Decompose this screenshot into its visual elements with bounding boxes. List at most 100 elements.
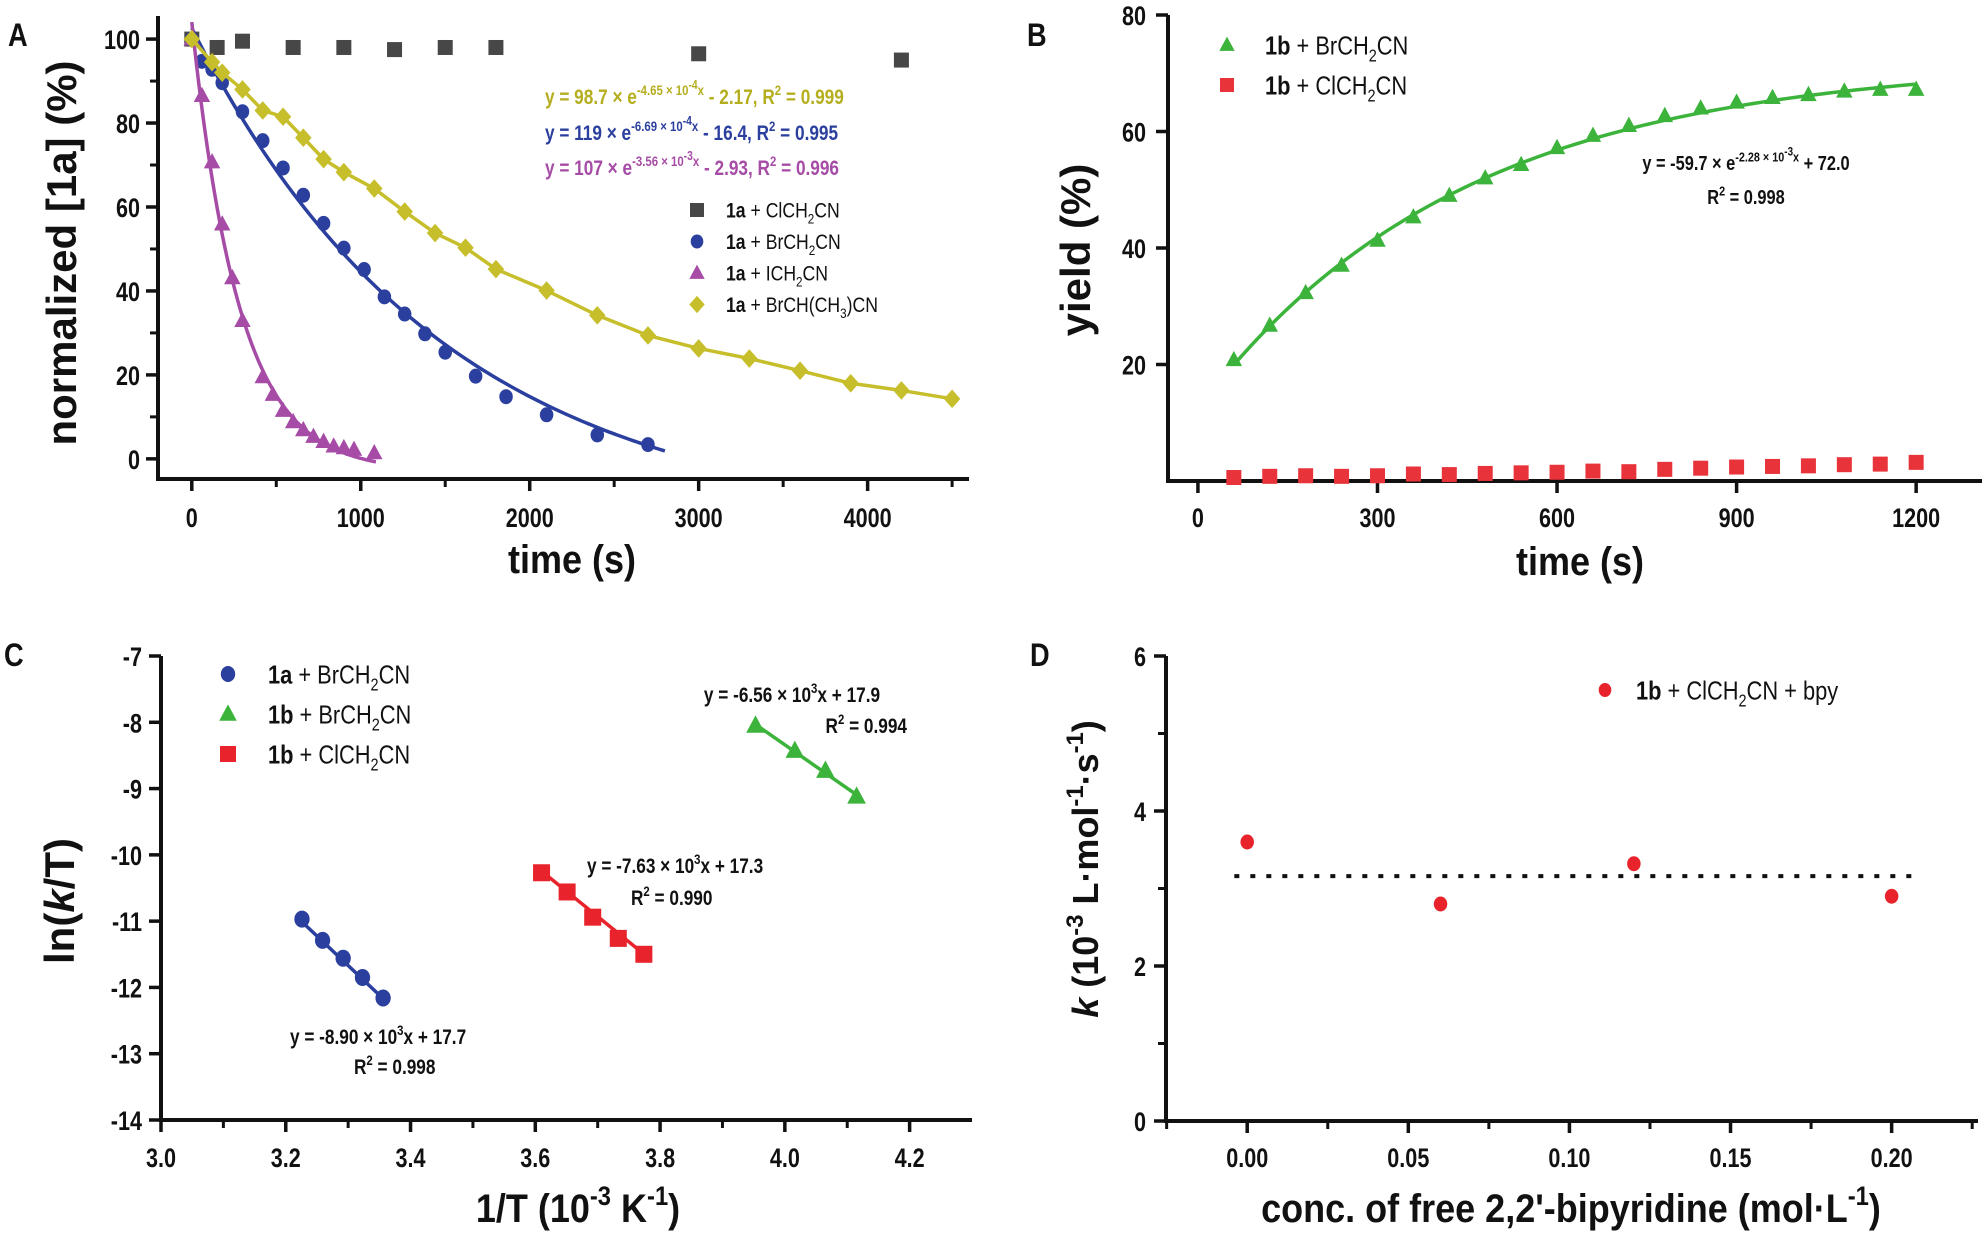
series-2 <box>746 715 866 804</box>
data-point <box>418 326 432 342</box>
x-tick-label: 600 <box>1539 504 1575 534</box>
text-segment: 4.2 <box>895 1144 925 1174</box>
data-point <box>785 740 805 758</box>
text-segment: CN + bpy <box>1747 677 1839 706</box>
text-segment: R <box>354 1057 367 1080</box>
data-point <box>641 437 655 453</box>
text-segment: 6 <box>1134 643 1146 673</box>
data-point <box>296 187 311 203</box>
fit-equation: y = -7.63 × 103x + 17.3 <box>587 851 763 878</box>
x-axis-title: time (s) <box>1516 540 1644 584</box>
series-2 <box>1226 454 1924 486</box>
fit-equation: y = -6.56 × 103x + 17.9 <box>704 680 880 707</box>
legend-marker-triangle-icon <box>689 264 705 279</box>
legend-label: 1b + ClCH2CN <box>268 741 410 775</box>
legend-entry: 1b + ClCH2CN <box>220 741 410 775</box>
data-point <box>1584 126 1602 142</box>
x-tick-label-text: 0.15 <box>1710 1144 1752 1174</box>
y-tick-label: 80 <box>116 110 140 140</box>
y-tick-label-text: 80 <box>116 110 140 140</box>
legend-marker-square-icon <box>690 203 704 217</box>
data-point <box>538 281 555 300</box>
y-tick-label-text: -13 <box>111 1041 142 1071</box>
text-segment: 0.05 <box>1387 1144 1429 1174</box>
text-segment: 40 <box>116 278 140 308</box>
text-segment: 0 <box>186 504 198 534</box>
text-segment: 4000 <box>844 504 892 534</box>
text-segment: CN <box>803 262 828 286</box>
text-segment: A <box>8 18 28 54</box>
panel-label-text: A <box>8 18 28 54</box>
fit-equation-text: y = 119 × e-6.69 × 10-4x - 16.4, R2 = 0.… <box>545 115 838 145</box>
data-point <box>1657 461 1673 477</box>
text-segment: 0.20 <box>1871 1144 1913 1174</box>
data-point <box>1226 470 1242 486</box>
text-segment: CN <box>380 701 412 730</box>
text-segment: + 72.0 <box>1799 151 1850 174</box>
text-segment: 0.10 <box>1548 1144 1590 1174</box>
text-segment: 2 <box>838 711 844 727</box>
data-point <box>1585 463 1601 479</box>
data-point <box>195 53 209 69</box>
x-tick-label: 900 <box>1719 504 1755 534</box>
legend-label-text: 1a + ICH2CN <box>726 262 828 290</box>
data-point <box>193 86 211 103</box>
text-segment: R <box>1707 185 1719 208</box>
x-tick-label: 4.0 <box>770 1144 800 1174</box>
data-point <box>1262 468 1278 484</box>
data-point <box>943 389 961 409</box>
data-point <box>1240 834 1254 850</box>
data-point <box>276 160 290 176</box>
data-point <box>438 344 452 360</box>
data-point <box>893 52 909 68</box>
text-segment: -11 <box>112 908 142 938</box>
text-segment: + ClCH <box>293 741 370 770</box>
y-tick-label: 2 <box>1134 953 1146 983</box>
text-segment: 3.0 <box>146 1144 176 1174</box>
y-tick-label-text: -14 <box>111 1107 143 1137</box>
y-tick-label-text: 2 <box>1134 953 1146 983</box>
data-point <box>1549 464 1565 480</box>
fit-equation-text: R2 = 0.990 <box>631 883 712 910</box>
y-tick-label: 4 <box>1134 798 1146 828</box>
text-segment: -1 <box>1848 1182 1869 1211</box>
text-segment: L·mol <box>1065 807 1106 915</box>
y-axis-title-text: normalized [1a] (%) <box>38 60 85 445</box>
data-point <box>1261 316 1278 332</box>
data-point <box>336 39 352 55</box>
text-segment: -1 <box>1062 785 1089 806</box>
data-point <box>816 760 835 778</box>
text-segment: 1b <box>268 701 293 730</box>
x-tick-label-text: 3.6 <box>520 1144 550 1174</box>
text-segment: time (s) <box>508 538 636 582</box>
data-point <box>213 215 231 231</box>
x-tick-label: 3.6 <box>520 1144 550 1174</box>
series-1 <box>1225 80 1925 367</box>
data-point <box>294 910 310 928</box>
data-point <box>305 427 322 443</box>
legend-label: 1a + ClCH2CN <box>726 199 840 227</box>
data-point <box>609 929 627 947</box>
legend-label: 1b + ClCH2CN + bpy <box>1636 677 1838 711</box>
panel-d: D 0.00 0.05 0.10 0.15 0.20 0 2 4 6 conc. of free 2… <box>1030 638 1978 1231</box>
y-tick-label-text: 100 <box>104 26 140 56</box>
x-tick-label-text: 300 <box>1359 504 1395 534</box>
text-segment: 3.6 <box>520 1144 550 1174</box>
text-segment: k <box>36 887 83 913</box>
fit-equation-text: y = 107 × e-3.56 × 10-3x - 2.93, R2 = 0.… <box>545 150 839 180</box>
legend-marker-circle-icon <box>220 666 236 682</box>
text-segment: 60 <box>1122 118 1146 148</box>
legend-marker-square-icon <box>1220 78 1234 92</box>
data-point <box>354 968 371 986</box>
series-1 <box>294 910 391 1007</box>
legend-entry: 1b + ClCH2CN + bpy <box>1598 677 1838 711</box>
text-segment: = 0.990 <box>650 888 713 911</box>
legend-label-text: 1b + ClCH2CN <box>1265 72 1407 106</box>
y-tick-label: -7 <box>123 643 142 673</box>
text-segment: 2 <box>1739 693 1747 711</box>
y-tick-label-text: 6 <box>1134 643 1146 673</box>
text-segment: 2 <box>770 153 776 169</box>
x-tick-label-text: 4.2 <box>895 1144 925 1174</box>
x-tick-label: 3.4 <box>396 1144 426 1174</box>
text-segment: ·s <box>1065 753 1106 785</box>
